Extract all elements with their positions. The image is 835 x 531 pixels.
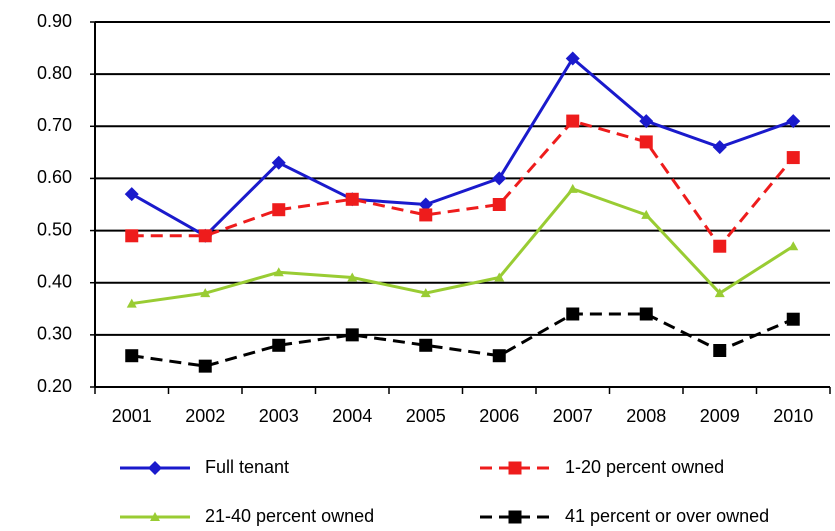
data-point [419, 338, 433, 352]
data-point [273, 267, 284, 277]
data-point [198, 359, 212, 373]
x-tick-label: 2004 [332, 406, 372, 426]
data-point [566, 307, 580, 321]
legend-marker [508, 510, 522, 524]
data-point [639, 135, 653, 149]
y-tick-label: 0.80 [37, 63, 72, 83]
data-point [420, 288, 431, 298]
data-point [492, 198, 506, 211]
data-point [713, 239, 727, 253]
data-point [565, 51, 580, 66]
x-tick-label: 2001 [112, 406, 152, 426]
data-point [492, 349, 506, 363]
y-tick-label: 0.60 [37, 167, 72, 187]
data-point [714, 288, 725, 298]
x-tick-label: 2005 [406, 406, 446, 426]
legend-label: 21-40 percent owned [205, 506, 374, 526]
data-point [788, 241, 799, 251]
data-point [418, 197, 433, 212]
y-tick-label: 0.20 [37, 376, 72, 396]
x-tick-label: 2008 [626, 406, 666, 426]
legend-marker [150, 512, 160, 521]
data-point [272, 203, 286, 217]
data-point [125, 349, 139, 363]
data-point [200, 288, 211, 298]
data-point [198, 229, 212, 243]
legend-label: Full tenant [205, 457, 289, 477]
data-point [786, 114, 801, 129]
data-point [345, 192, 359, 206]
data-point [492, 171, 507, 186]
data-point [124, 187, 139, 202]
data-point [566, 114, 580, 128]
x-tick-label: 2003 [259, 406, 299, 426]
data-point [347, 272, 358, 282]
data-point [126, 298, 137, 308]
data-point [272, 338, 286, 352]
data-point [494, 272, 505, 282]
series-line [131, 56, 794, 238]
data-point [639, 114, 654, 129]
data-point [271, 155, 286, 170]
x-tick-label: 2006 [479, 406, 519, 426]
data-point [786, 312, 800, 326]
legend-label: 41 percent or over owned [565, 506, 769, 526]
data-point [345, 328, 359, 342]
data-point [125, 229, 139, 243]
data-point [419, 208, 433, 222]
data-point [639, 307, 653, 321]
legend-marker [508, 461, 522, 475]
data-point [712, 140, 727, 155]
x-tick-label: 2007 [553, 406, 593, 426]
x-tick-label: 2009 [700, 406, 740, 426]
x-tick-label: 2002 [185, 406, 225, 426]
y-tick-label: 0.70 [37, 115, 72, 135]
y-tick-label: 0.30 [37, 324, 72, 344]
data-point [713, 344, 727, 357]
x-tick-label: 2010 [773, 406, 813, 426]
legend-label: 1-20 percent owned [565, 457, 724, 477]
series-line [131, 119, 795, 249]
y-tick-label: 0.40 [37, 271, 72, 291]
series-line [131, 187, 795, 306]
y-tick-label: 0.90 [37, 11, 72, 31]
data-point [567, 183, 578, 193]
data-point [786, 151, 800, 165]
data-point [641, 209, 652, 219]
y-tick-label: 0.50 [37, 219, 72, 239]
series-line [131, 312, 794, 368]
legend-marker [148, 461, 162, 475]
